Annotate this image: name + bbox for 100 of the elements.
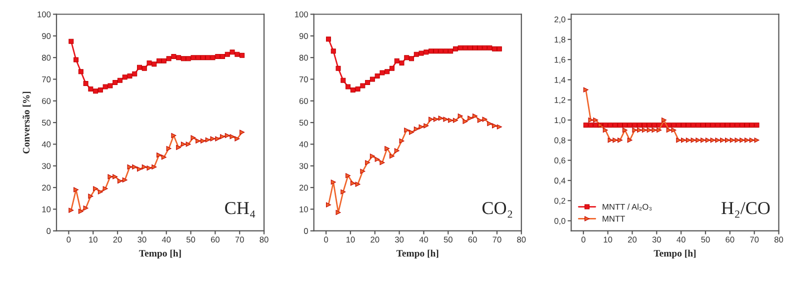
point [112, 174, 118, 180]
point [608, 138, 613, 143]
y-tick-label: 100 [295, 11, 308, 18]
point [652, 128, 657, 133]
point [612, 122, 618, 128]
x-tick-label: 50 [444, 236, 452, 243]
point [618, 138, 623, 143]
point [433, 116, 438, 122]
point [176, 144, 182, 150]
point [166, 56, 172, 62]
x-tick-label: 10 [604, 236, 612, 243]
point [740, 138, 745, 143]
point [418, 124, 424, 130]
point [336, 66, 341, 71]
point [724, 138, 730, 143]
point [210, 55, 216, 60]
point [710, 138, 716, 143]
point [190, 135, 196, 140]
y-tick-label: 60 [299, 98, 308, 104]
point [744, 138, 750, 143]
point [472, 114, 478, 119]
point [83, 81, 88, 86]
point [492, 123, 498, 128]
point [468, 116, 473, 121]
point [205, 55, 210, 60]
point [690, 122, 696, 128]
legend-label: MNTT / Al₂O₃ [602, 204, 652, 210]
point [409, 56, 414, 62]
point [146, 166, 152, 171]
point [424, 123, 429, 128]
y-tick-label: 0,6 [554, 158, 566, 164]
point [715, 122, 720, 128]
point [146, 60, 152, 66]
point [152, 164, 157, 170]
annotation: CO₂ [482, 202, 512, 218]
y-tick-label: 1,8 [554, 36, 566, 44]
point [424, 50, 429, 55]
point [661, 118, 666, 123]
point [730, 138, 735, 143]
point [754, 122, 760, 128]
point [588, 122, 594, 128]
point [627, 138, 632, 143]
x-tick-label: 10 [89, 236, 98, 243]
point [468, 45, 473, 50]
point [448, 118, 454, 123]
point [112, 80, 118, 85]
point [696, 122, 701, 128]
point [230, 50, 235, 55]
point [749, 122, 754, 128]
x-tick-label: 40 [676, 236, 686, 243]
point [715, 138, 720, 143]
point [690, 138, 696, 143]
point [637, 122, 642, 128]
point [137, 64, 142, 70]
point [477, 118, 482, 123]
point [350, 180, 356, 186]
x-axis-title: Tempo [h] [139, 250, 181, 259]
point [122, 177, 128, 182]
point [399, 138, 404, 144]
point [618, 122, 623, 128]
point [108, 83, 113, 88]
point [720, 138, 726, 143]
point [108, 174, 113, 180]
point [78, 69, 84, 74]
point [632, 122, 638, 128]
point [360, 83, 366, 88]
y-axis-title: Conversão [%] [22, 92, 31, 154]
x-tick-label: 0 [581, 236, 586, 243]
y-tick-label: 1,0 [554, 117, 566, 124]
annotation: H₂/CO [722, 202, 770, 218]
point [171, 133, 176, 138]
point [374, 73, 380, 78]
point [374, 156, 380, 162]
point [127, 73, 132, 78]
point [666, 128, 672, 133]
point [93, 186, 98, 192]
point [583, 87, 588, 92]
y-tick-label: 50 [42, 120, 51, 126]
x-tick-label: 50 [186, 236, 196, 243]
point [433, 48, 438, 54]
x-tick-label: 0 [324, 236, 328, 243]
point [394, 58, 400, 64]
x-tick-label: 40 [419, 236, 428, 243]
point [166, 146, 172, 152]
point [389, 154, 394, 159]
point [117, 78, 122, 83]
point [462, 45, 468, 50]
point [200, 55, 206, 60]
x-tick-label: 60 [726, 236, 734, 243]
y-tick-label: 40 [42, 141, 51, 148]
point [220, 134, 226, 140]
point [230, 134, 235, 140]
y-tick-label: 20 [42, 184, 51, 191]
x-tick-label: 30 [652, 236, 661, 243]
point [744, 122, 750, 128]
point [380, 160, 385, 166]
point [240, 130, 245, 135]
point [330, 180, 336, 185]
point [404, 128, 410, 133]
point [676, 122, 682, 128]
